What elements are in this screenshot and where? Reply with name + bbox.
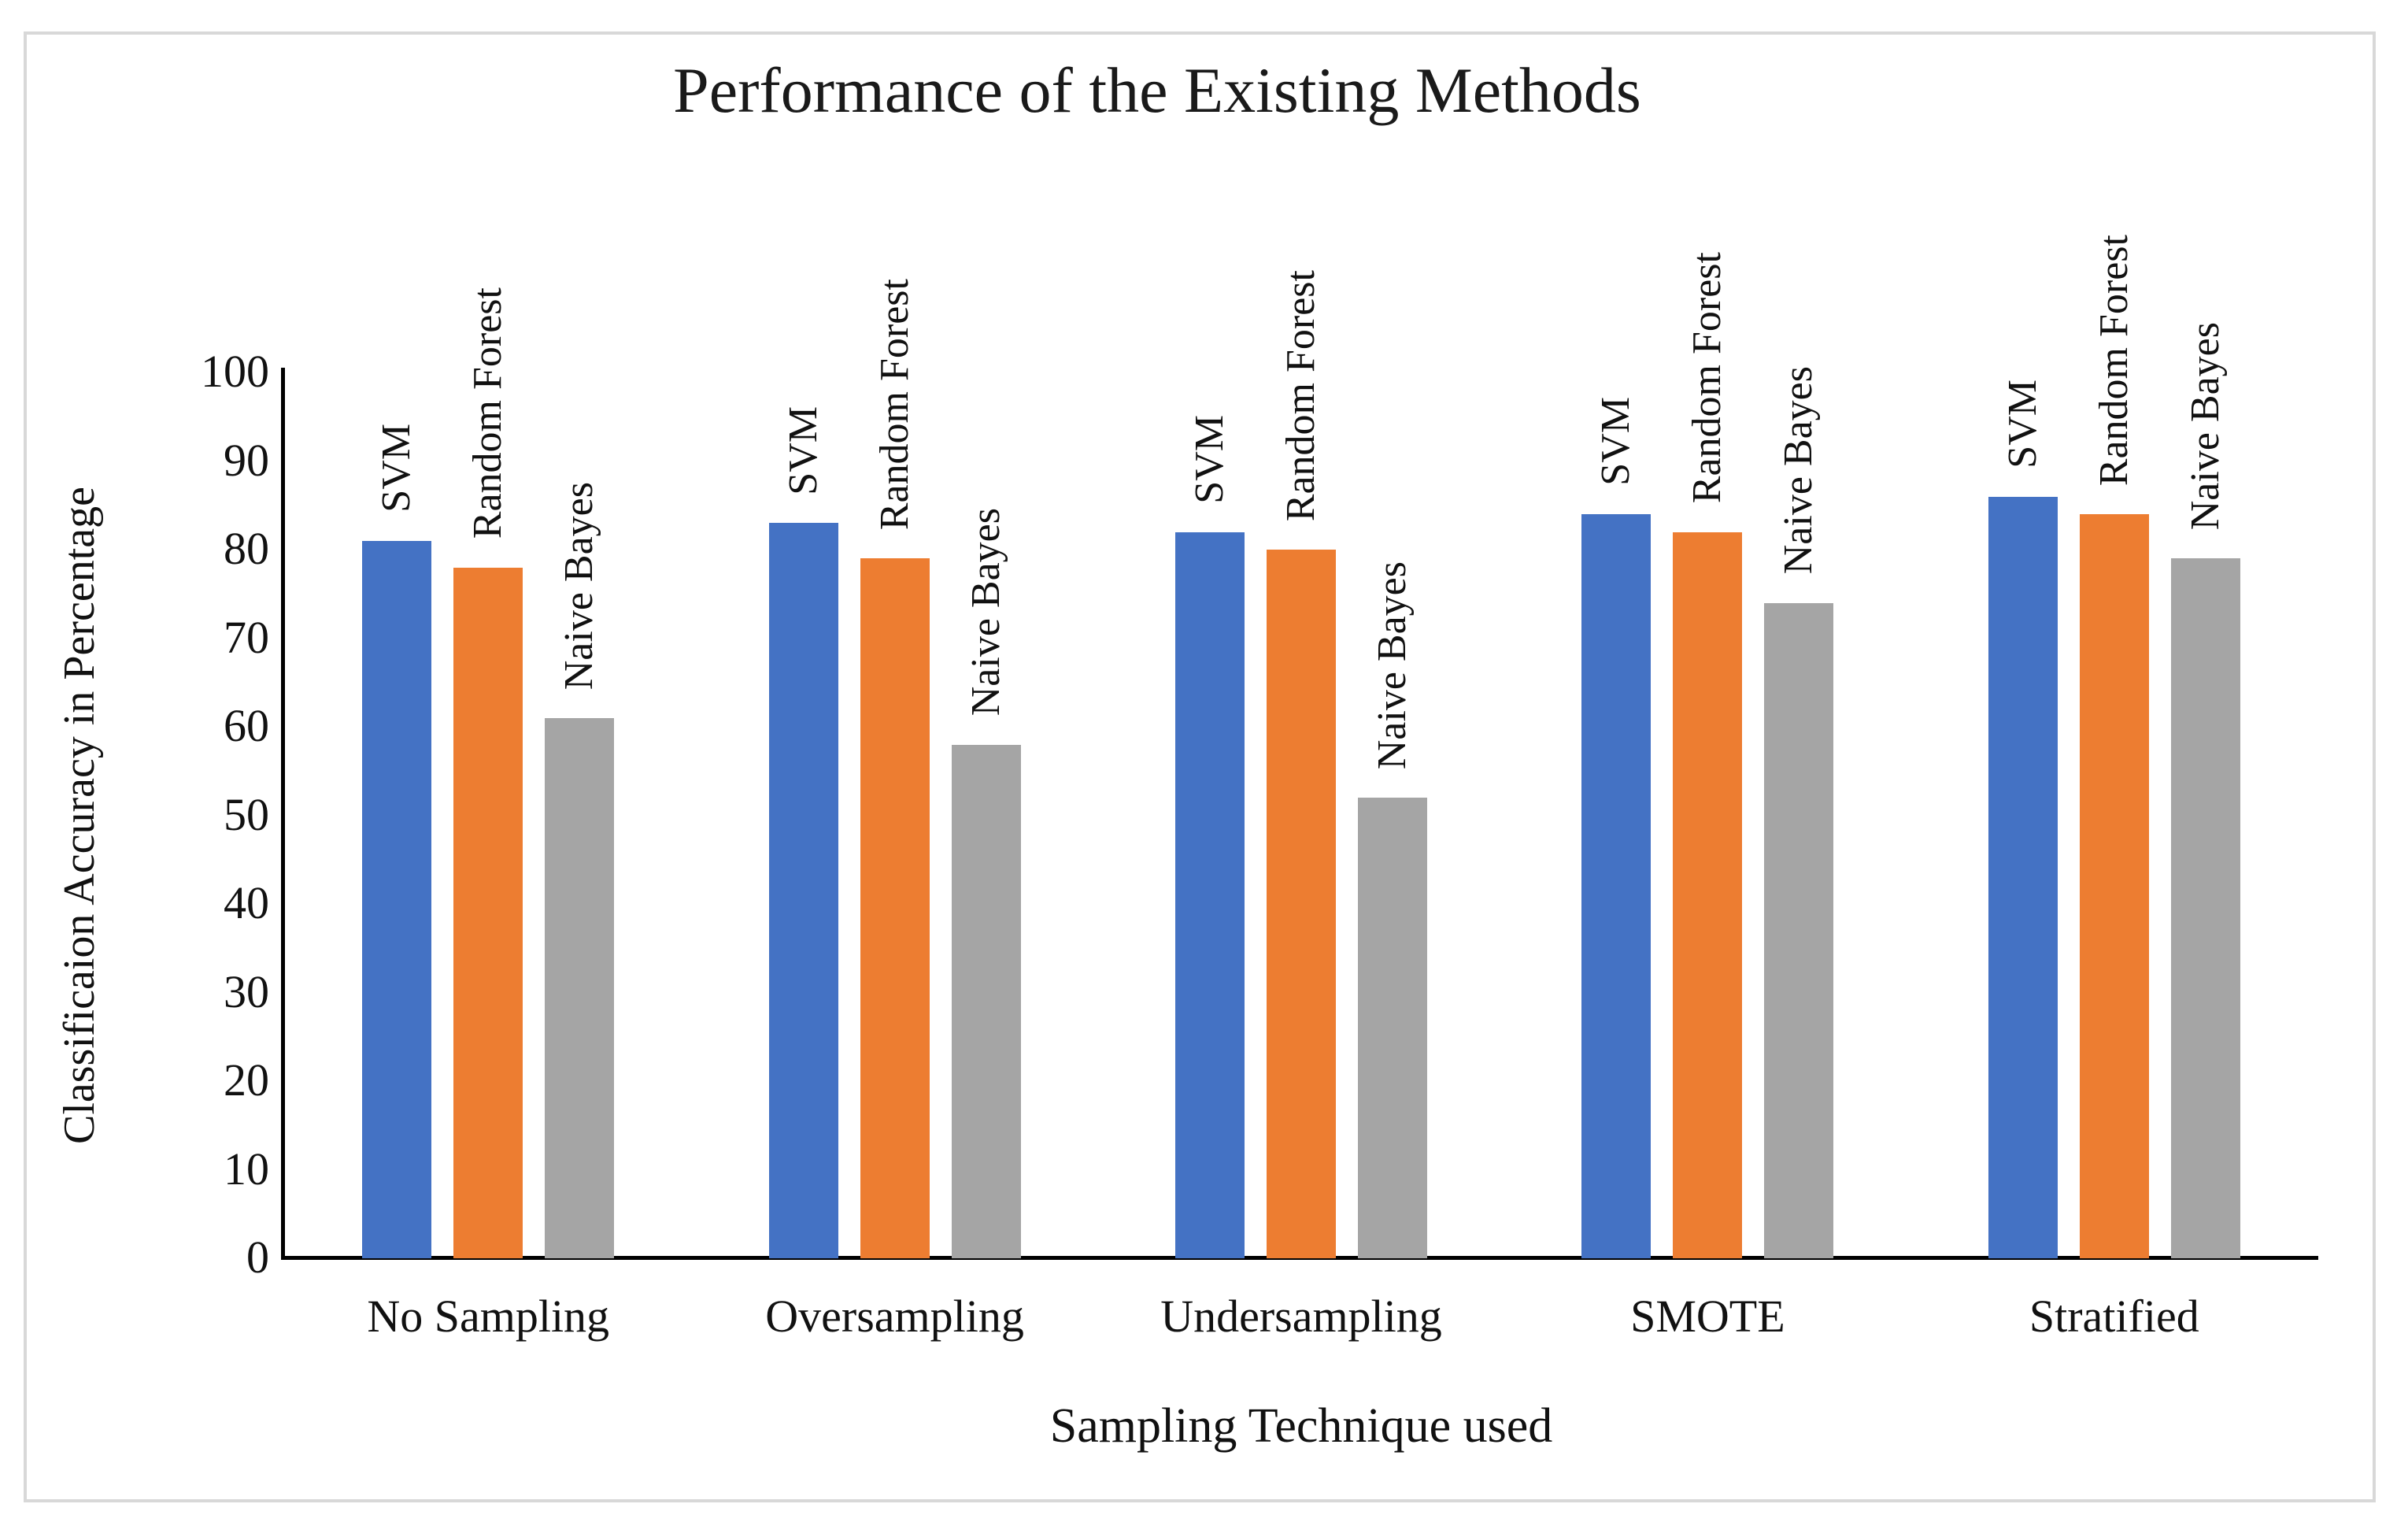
bar-oversampling-random-forest (860, 558, 930, 1258)
bar-stratified-svm (1988, 496, 2058, 1258)
bar-oversampling-naive-bayes (951, 744, 1021, 1258)
bar-undersampling-naive-bayes (1358, 798, 1427, 1258)
bar-no-sampling-svm (362, 540, 432, 1258)
bar-stratified-random-forest (2079, 514, 2149, 1258)
bar-series-label: Naive Bayes (2182, 322, 2228, 531)
y-tick-label-70: 70 (224, 611, 269, 663)
bar-series-label: SVM (1593, 397, 1639, 486)
category-label-smote: SMOTE (1630, 1291, 1785, 1342)
chart-title: Performance of the Existing Methods (673, 54, 1641, 126)
y-tick-label-80: 80 (224, 523, 269, 574)
bar-series-label: Random Forest (1685, 252, 1730, 504)
bar-series-label: Naive Bayes (963, 508, 1008, 717)
bar-series-label: Random Forest (871, 279, 917, 531)
bar-undersampling-svm (1175, 532, 1245, 1258)
bar-series-label: Random Forest (1278, 269, 1323, 521)
y-tick-label-20: 20 (224, 1054, 269, 1106)
bar-stratified-naive-bayes (2170, 558, 2240, 1258)
bar-smote-naive-bayes (1764, 602, 1834, 1258)
bar-series-label: Random Forest (2091, 234, 2136, 486)
bar-undersampling-random-forest (1267, 550, 1336, 1258)
bar-smote-svm (1581, 514, 1652, 1258)
y-tick-label-10: 10 (224, 1143, 269, 1195)
y-tick-label-50: 50 (224, 788, 269, 840)
bar-series-label: Naive Bayes (1776, 366, 1822, 575)
bar-series-label: SVM (374, 424, 420, 513)
bar-no-sampling-random-forest (453, 567, 523, 1258)
y-tick-label-40: 40 (224, 877, 269, 928)
y-tick-label-100: 100 (201, 346, 269, 397)
y-tick-label-0: 0 (246, 1232, 269, 1283)
category-label-no-sampling: No Sampling (367, 1291, 610, 1342)
bar-series-label: Naive Bayes (1370, 561, 1415, 769)
bar-series-label: SVM (780, 406, 826, 495)
x-axis-title: Sampling Technique used (1049, 1399, 1553, 1453)
y-tick-label-60: 60 (224, 700, 269, 751)
bar-no-sampling-naive-bayes (545, 717, 615, 1258)
bar-series-label: SVM (1187, 414, 1232, 504)
category-label-stratified: Stratified (2029, 1291, 2199, 1342)
y-tick-label-30: 30 (224, 965, 269, 1017)
y-tick-label-90: 90 (224, 434, 269, 486)
bar-oversampling-svm (768, 523, 838, 1258)
bar-smote-random-forest (1673, 532, 1743, 1258)
bar-series-label: Naive Bayes (557, 481, 602, 690)
y-axis-line (281, 368, 285, 1260)
bar-series-label: SVM (1999, 379, 2045, 469)
category-label-oversampling: Oversampling (765, 1291, 1024, 1342)
bar-series-label: Random Forest (465, 287, 511, 539)
category-label-undersampling: Undersampling (1160, 1291, 1442, 1342)
